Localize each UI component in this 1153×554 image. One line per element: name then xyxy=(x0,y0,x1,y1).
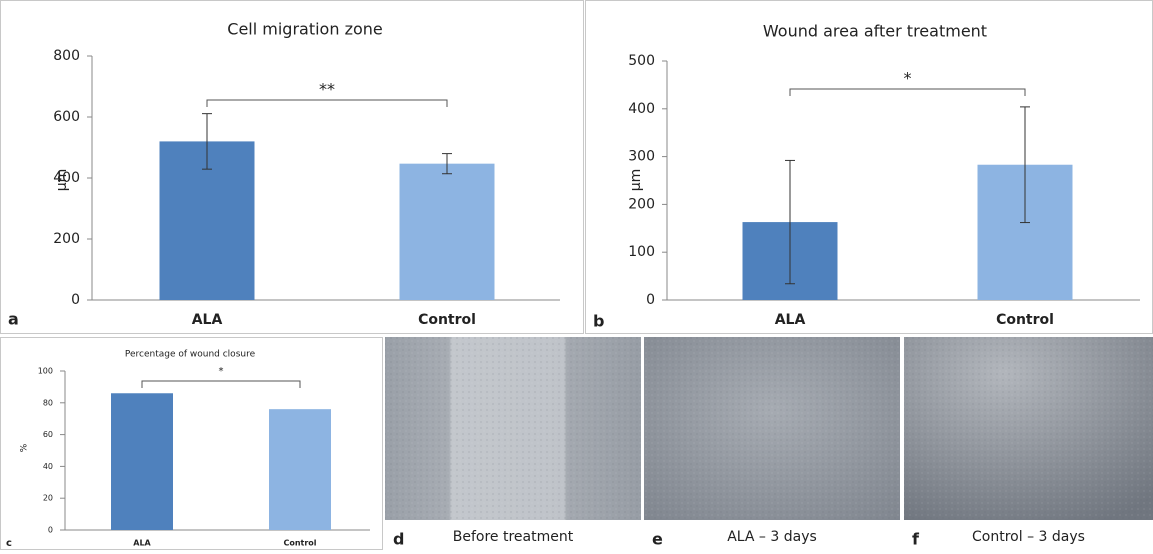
x-tick-label: ALA xyxy=(133,539,151,548)
y-tick-label: 20 xyxy=(43,494,53,503)
y-axis-label: % xyxy=(20,443,30,452)
y-tick-label: 0 xyxy=(646,292,655,308)
x-tick-label: Control xyxy=(418,312,476,328)
y-tick-label: 100 xyxy=(628,244,655,260)
y-tick-label: 40 xyxy=(43,462,53,471)
image-caption: Control – 3 days xyxy=(972,529,1085,545)
y-tick-label: 100 xyxy=(38,367,53,376)
significance-label: * xyxy=(219,366,224,377)
bar xyxy=(269,409,331,530)
y-tick-label: 400 xyxy=(628,101,655,117)
panel-label: d xyxy=(393,530,404,549)
y-tick-label: 0 xyxy=(71,292,80,308)
panel-label: b xyxy=(593,312,604,331)
y-axis-label: µm xyxy=(628,169,644,192)
x-tick-label: Control xyxy=(283,539,316,548)
y-tick-label: 60 xyxy=(43,430,53,439)
y-tick-label: 500 xyxy=(628,53,655,69)
figure: d Before treatment e ALA – 3 days f Control –… xyxy=(0,0,1153,550)
panel-label: e xyxy=(652,530,663,549)
y-tick-label: 800 xyxy=(53,48,80,64)
significance-label: ** xyxy=(319,80,335,99)
y-tick-label: 80 xyxy=(43,398,53,407)
panel-frame xyxy=(1,1,584,334)
y-tick-label: 200 xyxy=(53,231,80,247)
bar xyxy=(400,164,495,300)
chart-title: Cell migration zone xyxy=(227,20,382,39)
significance-label: * xyxy=(904,69,912,88)
image-panels: d Before treatment e ALA – 3 days f Control –… xyxy=(385,337,1153,549)
significance-bracket xyxy=(790,89,1025,96)
y-tick-label: 300 xyxy=(628,149,655,165)
panel-label: f xyxy=(912,530,920,549)
y-tick-label: 200 xyxy=(628,196,655,212)
micrograph-texture xyxy=(904,337,1153,520)
chart-title: Percentage of wound closure xyxy=(125,350,256,360)
bar xyxy=(111,393,173,530)
y-tick-label: 600 xyxy=(53,109,80,125)
micrograph-texture xyxy=(385,337,641,520)
significance-bracket xyxy=(142,381,300,388)
significance-bracket xyxy=(207,100,447,107)
y-tick-label: 0 xyxy=(48,526,53,535)
image-caption: Before treatment xyxy=(453,529,574,545)
x-tick-label: ALA xyxy=(192,312,223,328)
y-tick-label: 400 xyxy=(53,170,80,186)
panel-label: a xyxy=(8,310,19,329)
chart-title: Wound area after treatment xyxy=(763,22,987,41)
micrograph-texture xyxy=(644,337,900,520)
x-tick-label: Control xyxy=(996,312,1054,328)
panel-label: c xyxy=(6,538,12,549)
image-caption: ALA – 3 days xyxy=(727,529,817,545)
x-tick-label: ALA xyxy=(775,312,806,328)
